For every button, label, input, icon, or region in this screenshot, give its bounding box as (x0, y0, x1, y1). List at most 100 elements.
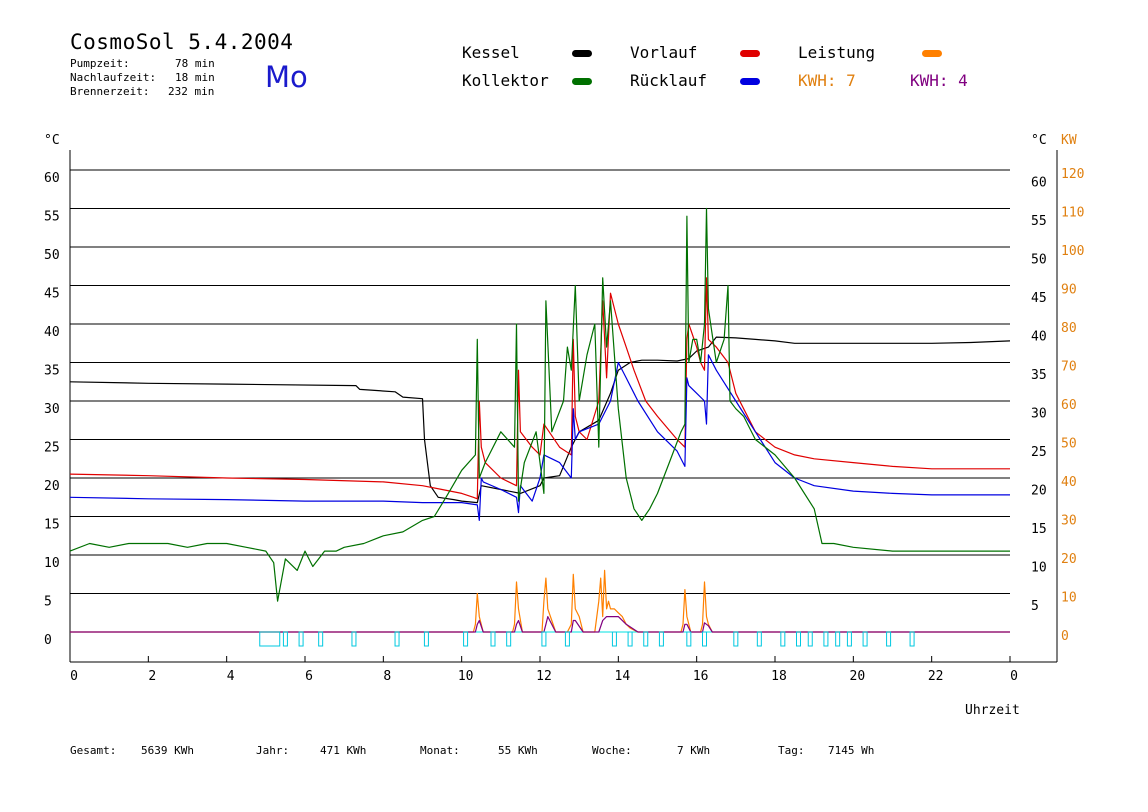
y-tick-label-right-temp: 60 (1031, 176, 1047, 191)
pump-marker (886, 631, 892, 647)
page-title: CosmoSol 5.4.2004 (70, 30, 294, 54)
y-tick-label-left: 5 (44, 595, 52, 610)
footer-monat-value: 55 KWh (498, 744, 538, 757)
y-axis-label-right-power: KW (1061, 133, 1077, 148)
pump-marker (351, 631, 357, 647)
pump-marker (658, 631, 664, 647)
y-tick-label-left: 15 (44, 518, 60, 533)
footer-woche-label: Woche: (592, 744, 632, 757)
pump-marker (756, 631, 762, 647)
y-tick-label-right-temp: 45 (1031, 291, 1047, 306)
pump-marker (259, 631, 281, 647)
x-tick-label: 14 (615, 669, 631, 684)
pump-marker (564, 631, 570, 647)
stat-brennerzeit-value: 232 min (168, 85, 215, 98)
y-tick-label-right-power: 40 (1061, 475, 1077, 490)
y-tick-label-right-power: 90 (1061, 283, 1077, 298)
pump-marker (282, 631, 288, 647)
y-tick-label-right-temp: 25 (1031, 445, 1047, 460)
y-tick-label-right-power: 50 (1061, 437, 1077, 452)
footer-jahr-value: 471 KWh (320, 744, 367, 757)
footer-gesamt-value: 5639 KWh (141, 744, 194, 757)
series-line-vorlauf (69, 277, 1010, 500)
stat-pumpzeit-label: Pumpzeit: (70, 57, 130, 70)
pump-marker (686, 631, 692, 647)
y-tick-label-right-power: 100 (1061, 244, 1084, 259)
legend-kollektor-swatch (572, 78, 592, 85)
y-tick-label-right-temp: 30 (1031, 407, 1047, 422)
pump-marker (318, 631, 324, 647)
y-tick-label-right-temp: 10 (1031, 561, 1047, 576)
day-abbreviation: Mo (265, 60, 308, 94)
pump-marker (807, 631, 813, 647)
x-tick-label: 0 (1010, 669, 1018, 684)
footer-gesamt-label: Gesamt: (70, 744, 117, 757)
y-tick-label-left: 10 (44, 556, 60, 571)
pump-marker (627, 631, 633, 647)
pump-marker (733, 631, 739, 647)
pump-marker (835, 631, 841, 647)
x-axis-label: Uhrzeit (965, 703, 1020, 718)
legend-vorlauf-label: Vorlauf (630, 43, 698, 62)
y-tick-label-right-power: 80 (1061, 321, 1077, 336)
y-tick-label-right-power: 0 (1061, 629, 1069, 644)
legend-kwh-purple: KWH: 4 (910, 71, 968, 90)
y-tick-label-right-temp: 50 (1031, 253, 1047, 268)
y-tick-label-right-power: 70 (1061, 360, 1077, 375)
stat-nachlaufzeit-label: Nachlaufzeit: (70, 71, 157, 84)
pump-marker (780, 631, 786, 647)
pump-marker (463, 631, 469, 647)
y-tick-label-right-power: 60 (1061, 398, 1077, 413)
footer-tag-value: 7145 Wh (828, 744, 875, 757)
x-tick-label: 6 (305, 669, 313, 684)
footer-tag-label: Tag: (778, 744, 805, 757)
legend-ruecklauf-label: Rücklauf (630, 71, 708, 90)
pump-marker (611, 631, 617, 647)
y-tick-label-left: 55 (44, 210, 60, 225)
x-tick-label: 16 (693, 669, 709, 684)
pump-marker (298, 631, 304, 647)
y-tick-label-right-power: 120 (1061, 167, 1084, 182)
pump-marker (394, 631, 400, 647)
y-tick-label-left: 30 (44, 402, 60, 417)
pump-marker (823, 631, 829, 647)
pump-marker (862, 631, 868, 647)
y-tick-label-left: 20 (44, 479, 60, 494)
y-tick-label-left: 25 (44, 441, 60, 456)
y-tick-label-right-power: 30 (1061, 514, 1077, 529)
y-tick-label-left: 60 (44, 171, 60, 186)
series-line-kollektor (69, 207, 1010, 602)
y-tick-label-left: 35 (44, 364, 60, 379)
x-tick-label: 4 (227, 669, 235, 684)
legend-kessel-label: Kessel (462, 43, 520, 62)
x-tick-label: 12 (536, 669, 552, 684)
y-tick-label-right-temp: 20 (1031, 484, 1047, 499)
y-tick-label-right-power: 20 (1061, 552, 1077, 567)
pump-marker (490, 631, 496, 647)
pump-marker (796, 631, 801, 647)
footer-monat-label: Monat: (420, 744, 460, 757)
y-axis-label-right-temp: °C (1031, 133, 1047, 148)
legend-leistung-swatch (922, 50, 942, 57)
pump-marker (643, 631, 649, 647)
y-tick-label-right-temp: 5 (1031, 599, 1039, 614)
pump-marker (541, 631, 547, 647)
x-tick-label: 20 (850, 669, 866, 684)
legend-vorlauf-swatch (740, 50, 760, 57)
y-tick-label-left: 50 (44, 248, 60, 263)
y-tick-label-right-temp: 40 (1031, 330, 1047, 345)
footer-woche-value: 7 KWh (677, 744, 711, 757)
pump-marker (423, 631, 429, 647)
legend-kessel-swatch (572, 50, 592, 57)
y-tick-label-left: 40 (44, 325, 60, 340)
y-tick-label-right-power: 10 (1061, 591, 1077, 606)
legend-ruecklauf-swatch (740, 78, 760, 85)
y-tick-label-left: 45 (44, 287, 60, 302)
y-tick-label-left: 0 (44, 633, 52, 648)
pump-marker (846, 631, 852, 647)
stat-pumpzeit-value: 78 min (175, 57, 215, 70)
footer-jahr-label: Jahr: (256, 744, 290, 757)
stat-nachlaufzeit-value: 18 min (175, 71, 215, 84)
y-tick-label-right-temp: 55 (1031, 214, 1047, 229)
